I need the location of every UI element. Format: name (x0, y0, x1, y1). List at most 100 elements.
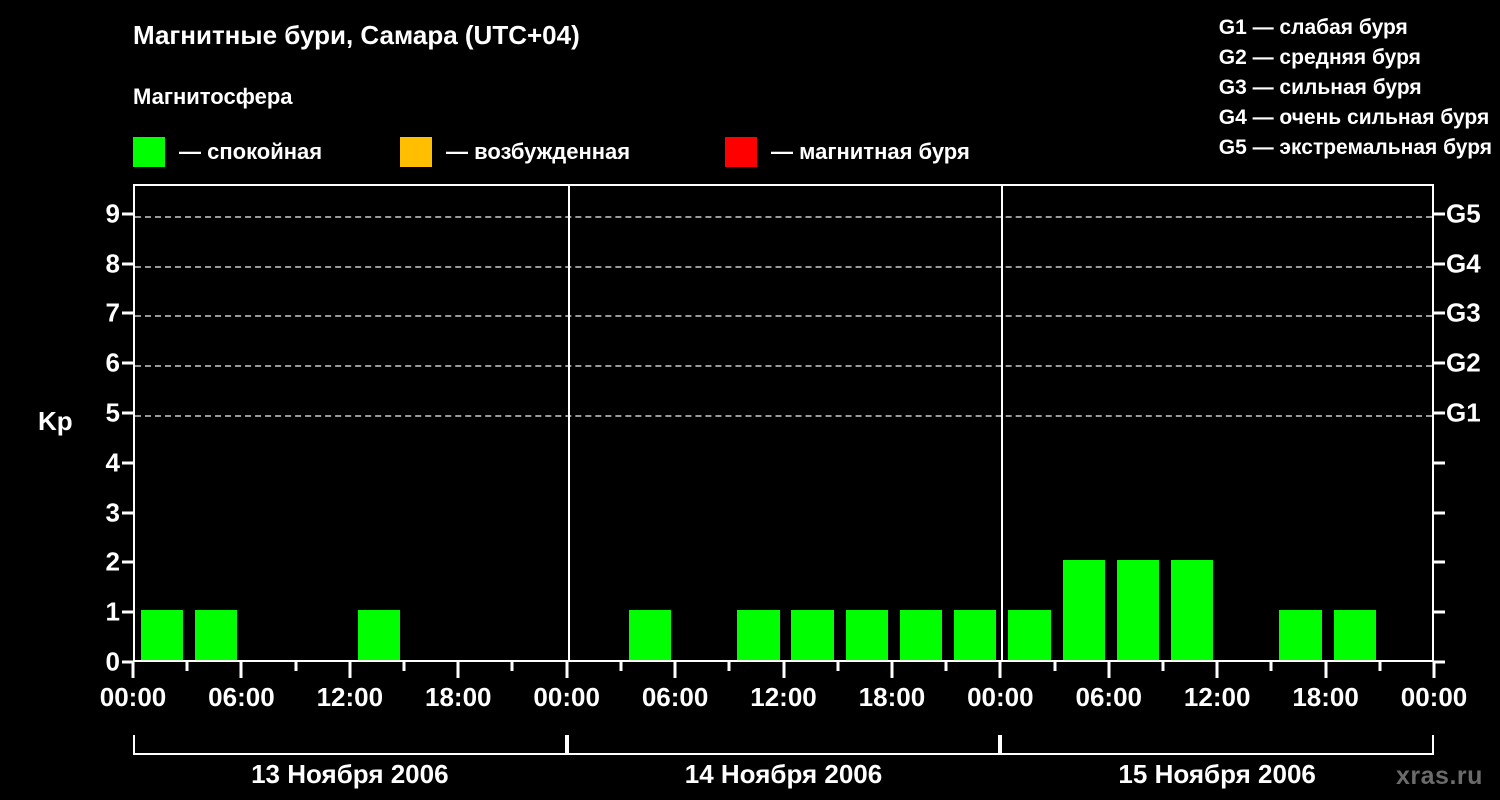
bar (954, 610, 997, 660)
x-tick-major (998, 662, 1002, 678)
y-tick-label-4: 4 (105, 447, 120, 478)
x-tick-major (348, 662, 352, 678)
x-tick-minor (1053, 662, 1057, 671)
y-tick-label-G5: G5 (1446, 198, 1481, 229)
legend-entry-calm: — спокойная (133, 135, 322, 169)
x-tick-label: 00:00 (1400, 682, 1468, 712)
gridline-kp-6 (135, 365, 1432, 368)
x-tick-label: 12:00 (750, 682, 817, 712)
day-bracket (1000, 735, 1434, 755)
x-tick-minor (294, 662, 298, 671)
g-scale-row-g4: G4 — очень сильная буря (1218, 106, 1490, 129)
x-tick-label: 06:00 (208, 682, 275, 712)
y-tick-mark-G3 (1434, 311, 1445, 315)
day-label: 15 Ноября 2006 (1118, 759, 1316, 789)
day-separator-1 (567, 186, 570, 660)
legend-swatch-calm (133, 137, 165, 167)
x-tick-minor (1269, 662, 1273, 671)
header: Магнитные бури, Самара (UTC+04) Магнитос… (0, 0, 1500, 178)
legend-swatch-storm (725, 137, 757, 167)
magnetosphere-block: Магнитосфера (133, 84, 293, 120)
y-tick-label-0: 0 (105, 646, 120, 677)
g-scale-row-g1: G1 — слабая буря (1218, 16, 1408, 39)
page-title: Магнитные бури, Самара (UTC+04) (133, 20, 580, 50)
y-tick-label-G1: G1 (1446, 397, 1481, 428)
x-tick-label: 06:00 (641, 682, 709, 712)
bar (1116, 560, 1159, 660)
y-axis-label: Kp (38, 406, 73, 436)
bar (737, 610, 780, 660)
x-tick-minor (836, 662, 840, 671)
x-tick-label: 18:00 (858, 682, 926, 712)
magnetosphere-legend: — спокойная — возбужденная — магнитная бур… (133, 135, 1053, 169)
day-label: 14 Ноября 2006 (684, 759, 883, 789)
x-tick-label: 18:00 (425, 682, 492, 712)
x-tick-label: 00:00 (99, 682, 167, 712)
legend-entry-storm: — магнитная буря (725, 135, 970, 169)
y-tick-label-G4: G4 (1446, 248, 1481, 279)
y-tick-label-8: 8 (105, 248, 120, 279)
x-tick-minor (619, 662, 623, 671)
day-label: 13 Ноября 2006 (251, 759, 449, 789)
x-tick-major (1324, 662, 1328, 678)
y-axis-ticks-right: G1 G2 G3 G4 G5 (1434, 184, 1500, 664)
gridline-kp-8 (135, 265, 1432, 268)
bar (140, 610, 184, 660)
day-bracket (133, 735, 567, 755)
x-tick-major (890, 662, 894, 678)
x-tick-minor (944, 662, 948, 671)
y-tick-mark-minor-4 (1434, 461, 1445, 465)
x-tick-major (131, 662, 135, 678)
legend-label-excited: — возбужденная (446, 139, 631, 164)
x-tick-label: 00:00 (967, 682, 1034, 712)
gridline-kp-5 (135, 415, 1432, 418)
x-tick-minor (185, 662, 189, 671)
day-separator-2 (1001, 186, 1004, 660)
watermark: xras.ru (1396, 762, 1483, 790)
plot-area (133, 184, 1434, 662)
bar (1062, 560, 1105, 660)
x-tick-major (456, 662, 460, 678)
x-tick-label: 12:00 (1183, 682, 1251, 712)
y-tick-mark-9 (122, 212, 133, 216)
x-tick-minor (402, 662, 406, 671)
y-tick-label-6: 6 (105, 347, 120, 378)
x-tick-major (1432, 662, 1436, 678)
y-tick-label-1: 1 (105, 596, 120, 627)
y-tick-mark-8 (122, 262, 133, 266)
y-axis-ticks-left: 0 1 2 3 4 5 6 7 8 9 (78, 184, 133, 677)
x-tick-label: 00:00 (533, 682, 600, 712)
x-tick-minor (1378, 662, 1382, 671)
magnetosphere-label: Магнитосфера (133, 84, 293, 109)
g-scale-row-g2: G2 — средняя буря (1218, 46, 1421, 69)
day-bracket (566, 735, 1001, 755)
y-tick-mark-minor-1 (1434, 610, 1445, 614)
y-tick-label-G3: G3 (1446, 297, 1481, 328)
bar (791, 610, 834, 660)
y-tick-mark-minor-3 (1434, 511, 1445, 515)
x-tick-major (673, 662, 677, 678)
x-axis: 00:00 06:00 12:00 18:00 00:00 06:00 12:00 18:00… (100, 662, 1467, 722)
y-tick-label-9: 9 (105, 198, 120, 229)
y-tick-mark-minor-0 (1434, 660, 1445, 664)
x-tick-minor (510, 662, 514, 671)
bar (1008, 610, 1051, 660)
x-tick-minor (1161, 662, 1165, 671)
y-tick-label-5: 5 (105, 397, 120, 428)
gridline-kp-9 (135, 215, 1432, 218)
bar (1279, 610, 1322, 660)
bar (628, 610, 672, 660)
y-tick-label-3: 3 (105, 497, 120, 528)
y-tick-mark-G1 (1434, 411, 1445, 415)
y-tick-mark-4 (122, 461, 133, 465)
g-scale-legend: G1 — слабая буря G2 — средняя буря G3 — си… (1219, 13, 1492, 163)
y-tick-mark-6 (122, 361, 133, 365)
bar (899, 610, 943, 660)
gridline-kp-7 (135, 315, 1432, 318)
y-tick-mark-1 (122, 610, 133, 614)
y-tick-mark-0 (122, 660, 133, 664)
x-tick-minor (727, 662, 731, 671)
x-tick-major (1107, 662, 1111, 678)
y-tick-mark-2 (122, 560, 133, 564)
x-tick-major (565, 662, 569, 678)
